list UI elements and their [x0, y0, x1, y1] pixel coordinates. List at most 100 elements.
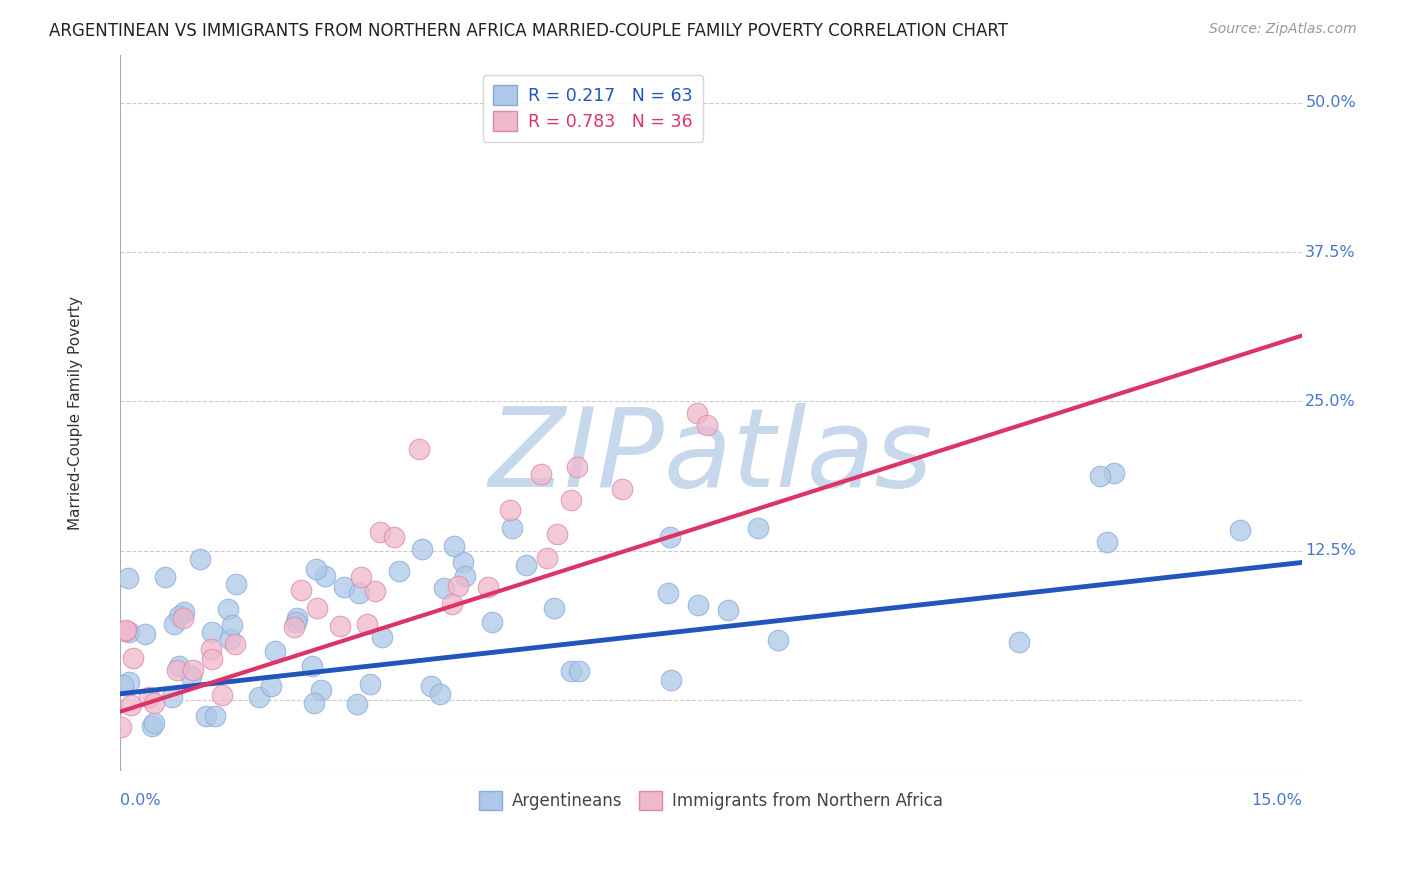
Point	[408, 442, 430, 456]
Text: 15.0%: 15.0%	[1251, 793, 1302, 808]
Point	[659, 673, 682, 688]
Point	[501, 521, 523, 535]
Point	[138, 690, 160, 704]
Point	[443, 539, 465, 553]
Point	[717, 603, 740, 617]
Point	[657, 585, 679, 599]
Point	[560, 664, 582, 678]
Point	[747, 520, 769, 534]
Point	[1008, 635, 1031, 649]
Point	[114, 624, 136, 639]
Point	[481, 615, 503, 629]
Point	[141, 719, 163, 733]
Point	[359, 677, 381, 691]
Point	[143, 716, 166, 731]
Point	[302, 696, 325, 710]
Point	[301, 658, 323, 673]
Point	[515, 558, 537, 573]
Point	[120, 698, 142, 712]
Point	[217, 602, 239, 616]
Point	[388, 564, 411, 578]
Point	[349, 585, 371, 599]
Text: ARGENTINEAN VS IMMIGRANTS FROM NORTHERN AFRICA MARRIED-COUPLE FAMILY POVERTY COR: ARGENTINEAN VS IMMIGRANTS FROM NORTHERN …	[49, 22, 1008, 40]
Point	[329, 619, 352, 633]
Point	[364, 583, 387, 598]
Point	[263, 643, 285, 657]
Point	[447, 579, 470, 593]
Point	[686, 598, 709, 612]
Legend: Argentineans, Immigrants from Northern Africa: Argentineans, Immigrants from Northern A…	[472, 784, 950, 817]
Point	[454, 568, 477, 582]
Point	[696, 417, 718, 432]
Point	[211, 688, 233, 702]
Text: 25.0%: 25.0%	[1305, 394, 1355, 409]
Point	[224, 637, 246, 651]
Text: 12.5%: 12.5%	[1305, 543, 1357, 558]
Point	[1088, 468, 1111, 483]
Point	[309, 683, 332, 698]
Point	[180, 669, 202, 683]
Point	[122, 650, 145, 665]
Point	[370, 630, 392, 644]
Point	[167, 659, 190, 673]
Point	[181, 663, 204, 677]
Point	[112, 678, 135, 692]
Point	[201, 625, 224, 640]
Point	[411, 542, 433, 557]
Point	[658, 530, 681, 544]
Point	[536, 551, 558, 566]
Point	[200, 642, 222, 657]
Point	[172, 611, 194, 625]
Point	[305, 601, 328, 615]
Point	[118, 675, 141, 690]
Point	[118, 624, 141, 639]
Point	[612, 482, 634, 496]
Text: 37.5%: 37.5%	[1305, 244, 1355, 260]
Text: ZIPatlas: ZIPatlas	[489, 402, 934, 509]
Point	[162, 616, 184, 631]
Point	[290, 582, 312, 597]
Point	[382, 530, 405, 544]
Point	[332, 580, 354, 594]
Text: 50.0%: 50.0%	[1305, 95, 1355, 111]
Point	[166, 663, 188, 677]
Point	[190, 552, 212, 566]
Point	[115, 623, 138, 637]
Point	[766, 633, 789, 648]
Point	[142, 696, 165, 710]
Point	[560, 493, 582, 508]
Point	[565, 460, 588, 475]
Point	[543, 600, 565, 615]
Point	[356, 617, 378, 632]
Point	[225, 577, 247, 591]
Point	[117, 571, 139, 585]
Point	[429, 687, 451, 701]
Text: Married-Couple Family Poverty: Married-Couple Family Poverty	[67, 296, 83, 530]
Point	[499, 503, 522, 517]
Point	[419, 679, 441, 693]
Point	[194, 708, 217, 723]
Point	[453, 555, 475, 569]
Point	[134, 627, 156, 641]
Point	[259, 679, 281, 693]
Point	[440, 597, 463, 611]
Point	[529, 467, 551, 481]
Point	[285, 611, 308, 625]
Point	[1102, 466, 1125, 480]
Point	[568, 664, 591, 678]
Point	[247, 690, 270, 705]
Point	[283, 620, 305, 634]
Point	[350, 570, 373, 584]
Point	[304, 562, 326, 576]
Point	[346, 697, 368, 711]
Point	[169, 609, 191, 624]
Point	[201, 651, 224, 665]
Point	[284, 615, 307, 629]
Point	[173, 605, 195, 619]
Point	[477, 580, 499, 594]
Point	[160, 690, 183, 704]
Point	[685, 406, 707, 420]
Point	[153, 570, 176, 584]
Point	[221, 617, 243, 632]
Point	[219, 632, 242, 646]
